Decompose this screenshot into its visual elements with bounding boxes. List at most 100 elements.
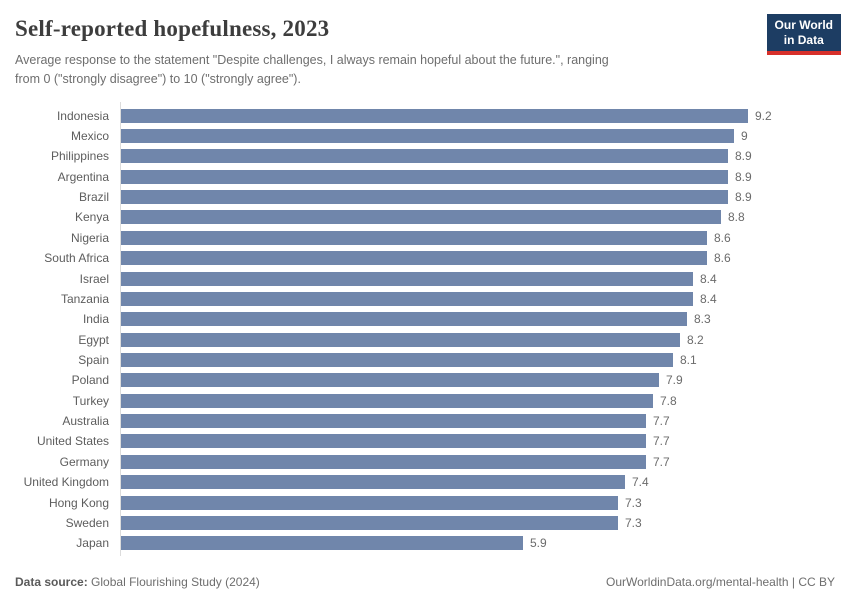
bar[interactable]: [121, 475, 625, 490]
bar-track: 8.9: [115, 149, 835, 164]
chart-row: Poland 7.9: [15, 370, 835, 390]
value-label: 5.9: [530, 536, 547, 551]
chart-row: Sweden 7.3: [15, 513, 835, 533]
chart-row: Australia 7.7: [15, 411, 835, 431]
page: Self-reported hopefulness, 2023 Average …: [15, 14, 841, 557]
bar-track: 8.4: [115, 271, 835, 286]
chart-row: South Africa 8.6: [15, 248, 835, 268]
bar[interactable]: [121, 536, 523, 551]
bar-track: 9.2: [115, 108, 835, 123]
value-label: 7.7: [653, 434, 670, 449]
chart-row: Philippines 8.9: [15, 146, 835, 166]
bar-track: 8.9: [115, 169, 835, 184]
chart-row: Hong Kong 7.3: [15, 492, 835, 512]
value-label: 8.9: [735, 149, 752, 164]
bar-track: 7.8: [115, 393, 835, 408]
country-label: Indonesia: [56, 108, 109, 123]
country-label: United Kingdom: [23, 475, 109, 490]
bar[interactable]: [121, 332, 680, 347]
chart-row: Kenya 8.8: [15, 207, 835, 227]
bar[interactable]: [121, 149, 728, 164]
bar[interactable]: [121, 515, 618, 530]
bar[interactable]: [121, 210, 721, 225]
bar[interactable]: [121, 169, 728, 184]
bar-track: 7.4: [115, 475, 835, 490]
bar-track: 8.4: [115, 291, 835, 306]
bar[interactable]: [121, 271, 693, 286]
chart-title: Self-reported hopefulness, 2023: [15, 16, 330, 41]
country-label: Israel: [79, 271, 109, 286]
country-label: Kenya: [74, 210, 109, 225]
country-label: Mexico: [70, 129, 109, 144]
value-label: 9.2: [755, 108, 772, 123]
chart-row: Turkey 7.8: [15, 391, 835, 411]
country-label: Germany: [59, 454, 109, 469]
chart-row: Tanzania 8.4: [15, 289, 835, 309]
bar[interactable]: [121, 434, 646, 449]
chart-row: India 8.3: [15, 309, 835, 329]
bar[interactable]: [121, 108, 748, 123]
value-label: 9: [741, 129, 748, 144]
bar[interactable]: [121, 373, 659, 388]
value-label: 8.3: [694, 312, 711, 327]
chart-row: United States 7.7: [15, 431, 835, 451]
country-label: Tanzania: [60, 291, 109, 306]
value-label: 8.9: [735, 190, 752, 205]
country-label: South Africa: [44, 251, 109, 266]
bar[interactable]: [121, 291, 693, 306]
bar-track: 8.6: [115, 251, 835, 266]
owid-logo-line1: Our World: [774, 18, 833, 32]
owid-logo[interactable]: Our World in Data: [766, 14, 841, 55]
owid-logo-line2: in Data: [783, 33, 824, 47]
value-label: 7.9: [666, 373, 683, 388]
attribution: OurWorldinData.org/mental-health | CC BY: [606, 575, 835, 589]
value-label: 8.2: [687, 332, 704, 347]
bar-track: 8.3: [115, 312, 835, 327]
bar-track: 5.9: [115, 536, 835, 551]
bar-chart: Indonesia 9.2 Mexico 9 Philippines 8.9 Argenti…: [15, 101, 835, 557]
bar[interactable]: [121, 393, 653, 408]
value-label: 8.9: [735, 169, 752, 184]
bar-track: 8.1: [115, 352, 835, 367]
footer: Data source: Global Flourishing Study (2…: [15, 575, 835, 589]
country-label: Turkey: [72, 393, 109, 408]
country-label: Nigeria: [70, 230, 109, 245]
bar-track: 8.2: [115, 332, 835, 347]
bar[interactable]: [121, 352, 673, 367]
chart-row: Egypt 8.2: [15, 329, 835, 349]
value-label: 7.7: [653, 414, 670, 429]
chart-row: Israel 8.4: [15, 268, 835, 288]
bar[interactable]: [121, 454, 646, 469]
country-label: Argentina: [57, 169, 109, 184]
bar[interactable]: [121, 312, 687, 327]
value-label: 7.4: [632, 475, 649, 490]
bar[interactable]: [121, 251, 707, 266]
bar-track: 7.7: [115, 414, 835, 429]
bar[interactable]: [121, 495, 618, 510]
country-label: India: [82, 312, 109, 327]
country-label: Poland: [71, 373, 109, 388]
chart-row: Germany 7.7: [15, 452, 835, 472]
chart-row: Mexico 9: [15, 126, 835, 146]
chart-row: Japan 5.9: [15, 533, 835, 553]
country-label: Sweden: [65, 515, 109, 530]
bar[interactable]: [121, 414, 646, 429]
data-source-label: Data source:: [15, 575, 88, 589]
bar-track: 7.7: [115, 434, 835, 449]
chart-row: Nigeria 8.6: [15, 228, 835, 248]
country-label: Japan: [76, 536, 109, 551]
value-label: 8.4: [700, 291, 717, 306]
data-source-value: Global Flourishing Study (2024): [91, 575, 260, 589]
bar[interactable]: [121, 230, 707, 245]
data-source: Data source: Global Flourishing Study (2…: [15, 575, 260, 589]
bar-track: 8.9: [115, 190, 835, 205]
value-label: 7.7: [653, 454, 670, 469]
country-label: Philippines: [50, 149, 109, 164]
chart-row: United Kingdom 7.4: [15, 472, 835, 492]
country-label: Spain: [78, 352, 109, 367]
bar-track: 9: [115, 129, 835, 144]
bar[interactable]: [121, 129, 734, 144]
country-label: Egypt: [78, 332, 109, 347]
value-label: 8.6: [714, 251, 731, 266]
bar[interactable]: [121, 190, 728, 205]
